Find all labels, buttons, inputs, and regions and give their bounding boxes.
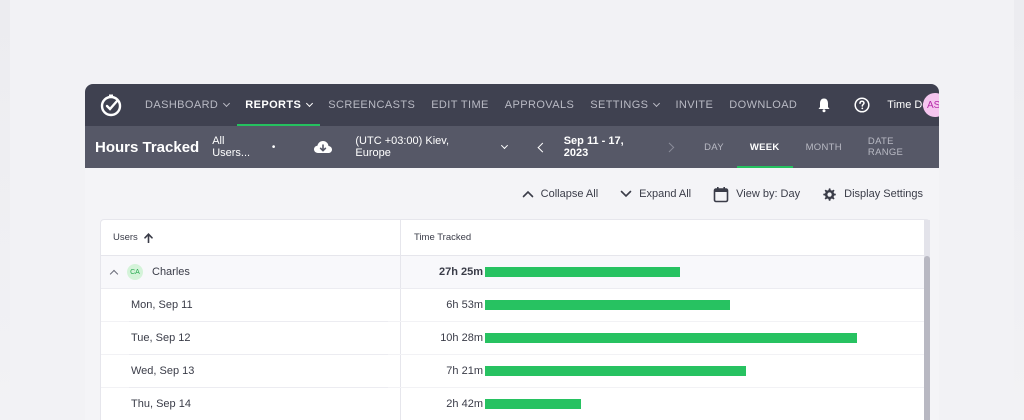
collapse-all-label: Collapse All (540, 188, 599, 200)
nav-reports[interactable]: REPORTS (237, 84, 321, 126)
page-title: Hours Tracked (95, 138, 200, 156)
table-row[interactable]: Wed, Sep 13 7h 21m (101, 355, 929, 388)
user-filter-label: All Users... (212, 135, 251, 159)
view-by-button[interactable]: View by: Day (713, 186, 800, 203)
time-bar (485, 366, 746, 376)
report-header: Hours Tracked All Users... • (UTC +03:00… (85, 126, 939, 168)
nav-settings-label: SETTINGS (590, 99, 649, 111)
expand-all-button[interactable]: Expand All (620, 188, 691, 200)
chevron-up-icon (522, 190, 534, 198)
time-bar-track (485, 267, 885, 277)
nav-edit-time[interactable]: EDIT TIME (423, 84, 497, 126)
nav-settings[interactable]: SETTINGS (582, 84, 667, 126)
table-row[interactable]: Thu, Sep 14 2h 42m (101, 388, 929, 420)
user-filter-dot: • (271, 141, 276, 153)
time-bar (485, 300, 730, 310)
date-range-label[interactable]: Sep 11 - 17, 2023 (563, 135, 624, 159)
time-bar-track (485, 300, 885, 310)
app-window: DASHBOARD REPORTS SCREENCASTS EDIT TIME … (85, 84, 939, 420)
chevron-down-icon (653, 99, 661, 108)
day-cell: Thu, Sep 14 (101, 388, 401, 420)
calendar-icon (713, 186, 729, 203)
nav-download-label: DOWNLOAD (729, 99, 798, 111)
view-by-label: View by: Day (736, 188, 801, 200)
date-navigator: Sep 11 - 17, 2023 (537, 135, 675, 159)
time-bar-track (485, 333, 885, 343)
table-row[interactable]: Mon, Sep 11 6h 53m (101, 289, 929, 322)
range-tabs: DAY WEEK MONTH DATE RANGE (691, 126, 939, 168)
nav-screencasts-label: SCREENCASTS (328, 99, 416, 111)
table-row[interactable]: CA Charles 27h 25m (101, 256, 929, 289)
nav-invite[interactable]: INVITE (667, 84, 721, 126)
display-settings-label: Display Settings (844, 188, 923, 200)
chevron-down-icon (223, 99, 231, 108)
chevron-left-icon[interactable] (537, 142, 548, 152)
scrollbar-thumb[interactable] (924, 256, 930, 420)
user-avatar: CA (127, 264, 143, 280)
nav-right: Time Doctor O... (809, 90, 939, 120)
duration-text: 2h 42m (446, 398, 483, 410)
help-icon[interactable] (847, 90, 877, 120)
nav-invite-label: INVITE (675, 99, 714, 111)
report-toolbar: Collapse All Expand All View by: Day (85, 168, 939, 220)
time-cell: 10h 28m (401, 322, 929, 354)
chevron-up-icon[interactable] (109, 269, 119, 278)
table-row[interactable]: Tue, Sep 12 10h 28m (101, 322, 929, 355)
time-bar (485, 267, 680, 277)
tab-date-range[interactable]: DATE RANGE (867, 136, 904, 158)
sort-arrow-up-icon[interactable] (144, 232, 153, 243)
nav-reports-label: REPORTS (245, 99, 302, 111)
time-bar (485, 399, 581, 409)
nav-edit-time-label: EDIT TIME (431, 99, 489, 111)
table-scrollbar[interactable] (924, 256, 930, 420)
nav-approvals[interactable]: APPROVALS (497, 84, 582, 126)
chevron-down-icon (620, 190, 632, 198)
chevron-right-icon[interactable] (664, 142, 675, 152)
time-cell: 2h 42m (401, 388, 929, 420)
day-cell: Wed, Sep 13 (101, 355, 401, 388)
collapse-all-button[interactable]: Collapse All (522, 188, 598, 200)
expand-all-label: Expand All (639, 188, 692, 200)
timezone-dropdown[interactable]: (UTC +03:00) Kiev, Europe (355, 135, 508, 159)
duration-text: 27h 25m (438, 266, 483, 278)
nav-dashboard[interactable]: DASHBOARD (137, 84, 237, 126)
display-settings-button[interactable]: Display Settings (822, 187, 923, 202)
duration-text: 10h 28m (440, 332, 483, 344)
time-cell: 7h 21m (401, 355, 929, 387)
day-cell: Mon, Sep 11 (101, 289, 401, 322)
cloud-download-icon[interactable] (313, 139, 333, 155)
column-header-users[interactable]: Users (101, 220, 401, 255)
avatar[interactable]: AS (923, 93, 939, 117)
time-bar-track (485, 366, 885, 376)
time-cell: 27h 25m (401, 256, 929, 288)
day-cell: Tue, Sep 12 (101, 322, 401, 355)
time-doctor-logo-icon[interactable] (99, 92, 123, 118)
tab-week[interactable]: WEEK (736, 126, 793, 168)
time-cell: 6h 53m (401, 289, 929, 321)
table-header: Users Time Tracked (101, 220, 929, 256)
gear-icon (822, 187, 837, 202)
bell-icon[interactable] (809, 90, 839, 120)
user-filter-dropdown[interactable]: All Users... • (212, 135, 275, 159)
nav-dashboard-label: DASHBOARD (145, 99, 219, 111)
chevron-down-icon (306, 99, 314, 108)
nav-approvals-label: APPROVALS (504, 99, 575, 111)
nav-screencasts[interactable]: SCREENCASTS (320, 84, 423, 126)
column-header-time-tracked[interactable]: Time Tracked (414, 232, 472, 243)
column-header-users-label: Users (113, 232, 138, 243)
user-name: Charles (152, 266, 190, 278)
user-cell: CA Charles (101, 256, 401, 288)
scrollbar-header-gap (924, 220, 930, 256)
timezone-label: (UTC +03:00) Kiev, Europe (355, 135, 450, 159)
top-nav: DASHBOARD REPORTS SCREENCASTS EDIT TIME … (85, 84, 939, 126)
duration-text: 7h 21m (446, 365, 483, 377)
tab-day[interactable]: DAY (704, 141, 724, 153)
duration-text: 6h 53m (446, 299, 483, 311)
chevron-down-icon (500, 142, 508, 149)
nav-download[interactable]: DOWNLOAD (721, 84, 805, 126)
hours-table: Users Time Tracked CA Charles 27h 25m Mo… (100, 219, 930, 420)
time-bar (485, 333, 857, 343)
tab-month[interactable]: MONTH (805, 141, 842, 153)
time-bar-track (485, 399, 885, 409)
